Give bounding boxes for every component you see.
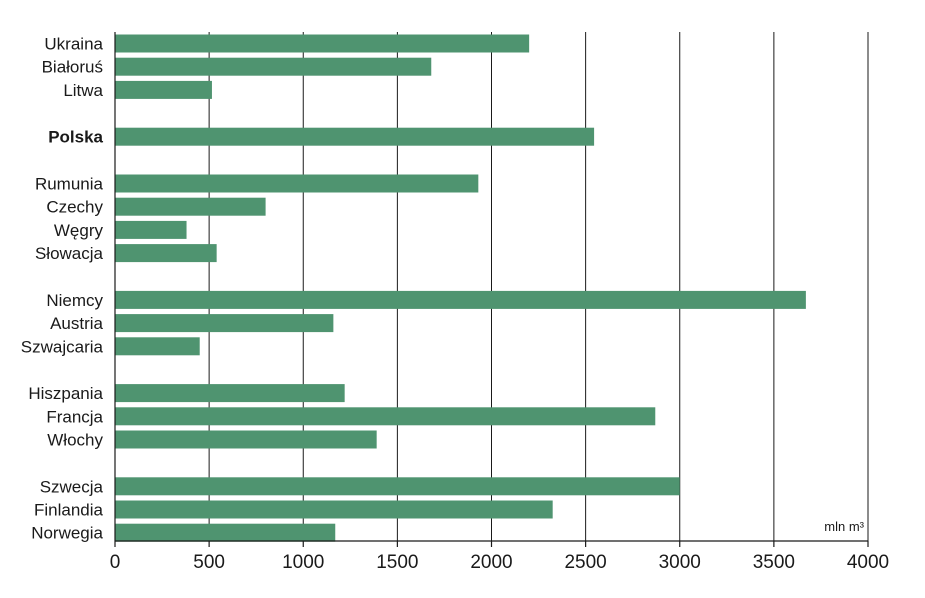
category-label: Niemcy (46, 291, 103, 310)
category-label: Finlandia (34, 501, 104, 520)
bar (115, 57, 432, 76)
bar (115, 244, 217, 263)
bars (115, 34, 806, 542)
category-label: Białoruś (42, 58, 103, 77)
bar (115, 407, 656, 426)
category-label: Austria (50, 314, 103, 333)
bar (115, 34, 530, 53)
category-label: Francja (46, 407, 103, 426)
bar (115, 220, 187, 239)
x-tick-label: 3000 (659, 552, 701, 573)
category-label: Polska (48, 128, 103, 147)
x-tick-label: 2500 (564, 552, 606, 573)
category-label: Słowacja (35, 244, 104, 263)
x-axis-ticks: 0 500 1000 1500 2000 2500 3000 3500 4000 (110, 541, 889, 573)
bar (115, 290, 806, 309)
x-tick-label: 2000 (470, 552, 512, 573)
bar (115, 314, 334, 333)
bar (115, 80, 212, 99)
bar (115, 430, 377, 449)
x-tick-label: 1500 (376, 552, 418, 573)
bar (115, 477, 680, 496)
category-label: Czechy (46, 198, 103, 217)
category-label: Litwa (63, 81, 103, 100)
bar (115, 500, 553, 519)
category-labels: Ukraina Białoruś Litwa Polska Rumunia Czechy W… (21, 35, 104, 543)
bar (115, 174, 479, 193)
x-tick-label: 0 (110, 552, 121, 573)
category-label: Szwajcaria (21, 337, 104, 356)
category-label: Włochy (47, 431, 103, 450)
category-label: Norwegia (31, 524, 103, 543)
grid-lines (208, 32, 869, 541)
x-tick-label: 500 (193, 552, 225, 573)
x-tick-label: 1000 (282, 552, 324, 573)
unit-label: mln m³ (824, 519, 864, 534)
category-label: Rumunia (35, 175, 104, 194)
x-tick-label: 3500 (753, 552, 795, 573)
bar (115, 337, 200, 356)
bar (115, 384, 345, 403)
x-tick-label: 4000 (847, 552, 889, 573)
category-label: Węgry (54, 221, 104, 240)
bar (115, 197, 266, 216)
bar (115, 127, 595, 146)
category-label: Hiszpania (28, 384, 103, 403)
category-label: Ukraina (44, 35, 103, 54)
category-label: Szwecja (40, 477, 104, 496)
bar (115, 523, 336, 542)
